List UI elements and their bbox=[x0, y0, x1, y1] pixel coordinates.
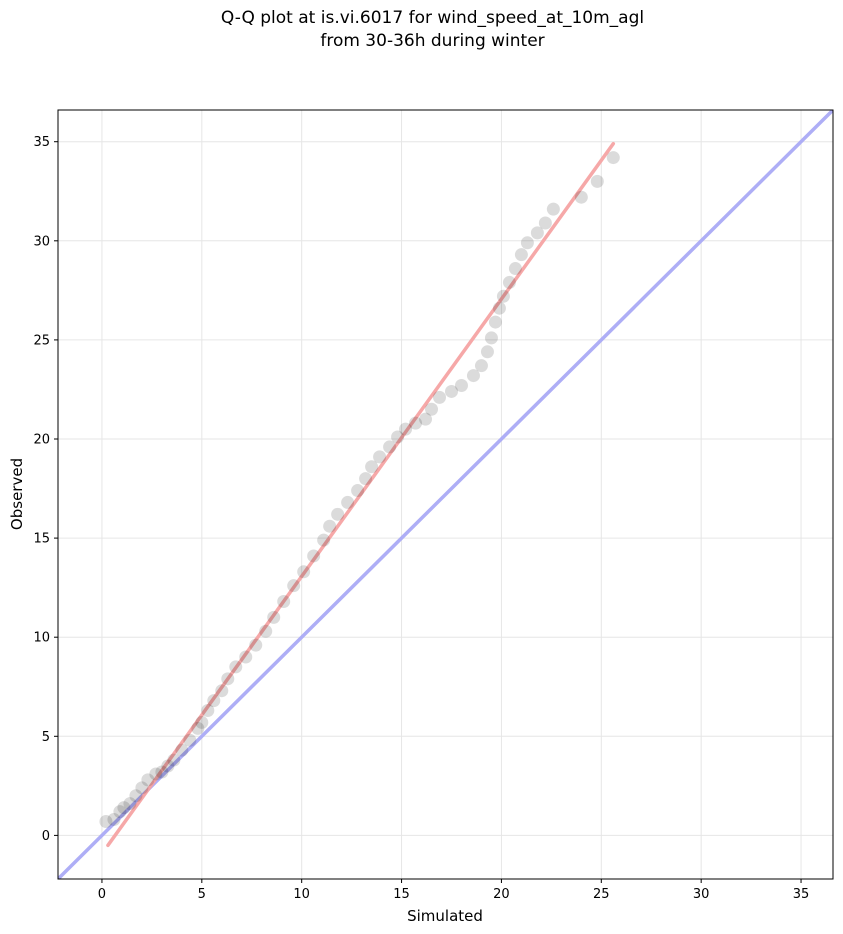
qq-point bbox=[129, 789, 143, 803]
qq-point bbox=[480, 345, 494, 359]
qq-point bbox=[383, 440, 397, 454]
qq-point bbox=[474, 359, 488, 373]
qq-point bbox=[502, 275, 516, 289]
qq-point bbox=[538, 216, 552, 230]
x-tick-label: 20 bbox=[493, 887, 510, 902]
qq-point bbox=[399, 422, 413, 436]
qq-point bbox=[454, 378, 468, 392]
qq-point bbox=[317, 533, 331, 547]
qq-point bbox=[161, 759, 175, 773]
y-tick-label: 25 bbox=[33, 333, 50, 348]
qq-point bbox=[307, 549, 321, 563]
x-tick-label: 0 bbox=[98, 887, 106, 902]
qq-point bbox=[444, 384, 458, 398]
qq-point bbox=[117, 801, 131, 815]
qq-point bbox=[229, 660, 243, 674]
qq-point bbox=[183, 733, 197, 747]
qq-point bbox=[484, 331, 498, 345]
x-axis-label: Simulated bbox=[407, 907, 483, 925]
y-tick-label: 0 bbox=[42, 829, 50, 844]
qq-point bbox=[249, 638, 263, 652]
qq-point bbox=[113, 805, 127, 819]
y-tick-label: 5 bbox=[42, 730, 50, 745]
qq-point bbox=[155, 765, 169, 779]
y-tick-label: 30 bbox=[33, 234, 50, 249]
qq-points bbox=[99, 151, 620, 829]
qq-point bbox=[123, 797, 137, 811]
qq-point bbox=[365, 460, 379, 474]
x-tick-label: 30 bbox=[693, 887, 710, 902]
y-tick-label: 35 bbox=[33, 135, 50, 150]
chart-subtitle: from 30-36h during winter bbox=[320, 31, 545, 51]
x-tick-label: 35 bbox=[793, 887, 810, 902]
qq-point bbox=[574, 190, 588, 204]
qq-point bbox=[239, 650, 253, 664]
qq-point bbox=[297, 565, 311, 579]
qq-point bbox=[99, 815, 113, 829]
qq-point bbox=[496, 289, 510, 303]
qq-point bbox=[590, 174, 604, 188]
qq-point bbox=[341, 495, 355, 509]
qq-point bbox=[508, 262, 522, 276]
qq-point bbox=[425, 402, 439, 416]
qq-point bbox=[488, 315, 502, 329]
qq-point bbox=[514, 248, 528, 262]
qq-point bbox=[409, 416, 423, 430]
qq-point bbox=[466, 369, 480, 383]
qq-point bbox=[135, 781, 149, 795]
qq-point bbox=[373, 450, 387, 464]
qq-point bbox=[215, 684, 229, 698]
qq-point bbox=[191, 721, 205, 735]
qq-point bbox=[207, 694, 221, 708]
qq-point bbox=[331, 507, 345, 521]
qq-point bbox=[267, 610, 281, 624]
qq-point bbox=[391, 430, 405, 444]
qq-point bbox=[606, 151, 620, 165]
qq-point bbox=[201, 704, 215, 718]
qq-point bbox=[323, 519, 337, 533]
qq-point bbox=[195, 715, 209, 729]
y-tick-label: 20 bbox=[33, 433, 50, 448]
qq-point bbox=[351, 484, 365, 498]
qq-point bbox=[359, 472, 373, 486]
x-tick-label: 25 bbox=[593, 887, 610, 902]
y-tick-label: 10 bbox=[33, 631, 50, 646]
qq-point bbox=[149, 767, 163, 781]
qq-point bbox=[520, 236, 534, 250]
x-tick-label: 10 bbox=[293, 887, 310, 902]
qq-point bbox=[492, 301, 506, 315]
y-axis-label: Observed bbox=[8, 458, 26, 530]
qq-point bbox=[530, 226, 544, 240]
qq-point bbox=[277, 595, 291, 609]
x-tick-label: 15 bbox=[393, 887, 410, 902]
qq-point bbox=[107, 813, 121, 827]
qq-point bbox=[167, 753, 181, 767]
qq-point bbox=[287, 579, 301, 593]
qq-point bbox=[419, 412, 433, 426]
qq-point bbox=[175, 743, 189, 757]
y-tick-label: 15 bbox=[33, 532, 50, 547]
qq-point bbox=[546, 202, 560, 216]
fit-line bbox=[106, 141, 616, 848]
qq-point bbox=[259, 624, 273, 638]
plot-frame bbox=[57, 109, 834, 880]
x-tick-label: 5 bbox=[198, 887, 206, 902]
qq-point bbox=[433, 390, 447, 404]
chart-title: Q-Q plot at is.vi.6017 for wind_speed_at… bbox=[220, 8, 645, 28]
qq-point bbox=[221, 672, 235, 686]
reference-line bbox=[58, 110, 833, 879]
qq-point bbox=[141, 773, 155, 787]
